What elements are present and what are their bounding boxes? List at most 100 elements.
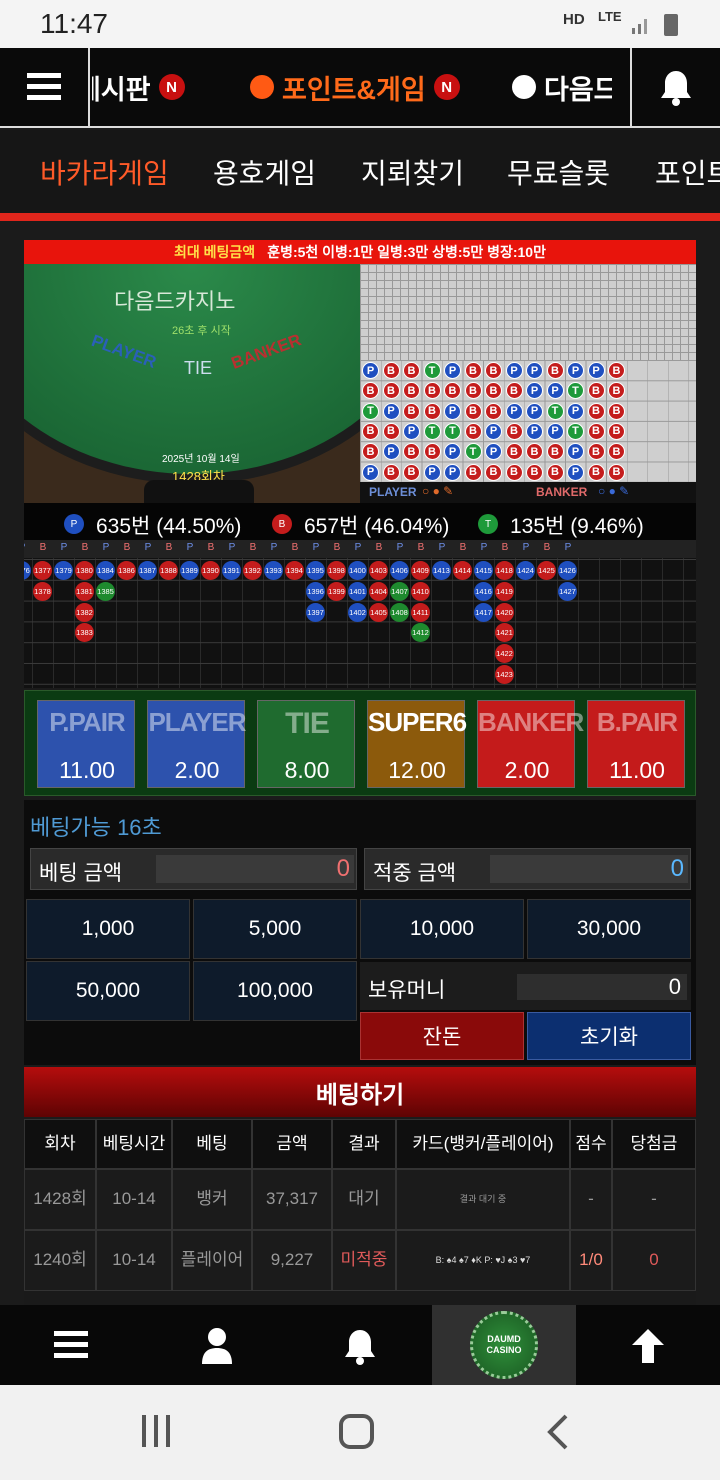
recents-button[interactable]: [138, 1413, 174, 1449]
bead: P: [382, 443, 400, 461]
time: 11:47: [40, 8, 108, 39]
nav-label: 게시판: [92, 74, 151, 105]
brand: 다음드카지노: [114, 289, 236, 314]
chip-button[interactable]: 5,000: [193, 899, 357, 959]
nav-item[interactable]: 다음드: [512, 48, 612, 126]
bead: B: [608, 463, 625, 481]
bet-button[interactable]: P.PAIR 11.00: [37, 700, 135, 788]
bet-button[interactable]: B.PAIR 11.00: [587, 700, 685, 788]
bet-name: B.PAIR: [596, 707, 678, 737]
bead: B: [485, 382, 502, 400]
bead: B: [485, 402, 502, 420]
nav-dot: [512, 75, 536, 99]
bead: P: [526, 382, 543, 400]
win-amount-value: 0: [490, 855, 688, 883]
bead: T: [464, 443, 482, 461]
tab[interactable]: 포인트: [655, 158, 720, 189]
nav-items: 게시판 N 포인트&게임 N 다음드: [92, 48, 612, 126]
round-marker: 1427: [558, 581, 577, 601]
chip-grid: 1,000 5,000 10,000 30,000 50,000 100,000: [24, 898, 696, 1022]
stat-text: 135번 (9.46%): [510, 515, 644, 538]
bet-button[interactable]: PLAYER 2.00: [147, 700, 247, 788]
tab[interactable]: 바카라게임: [40, 158, 169, 189]
scroll-top-icon[interactable]: [630, 1327, 666, 1365]
bead: B: [382, 362, 400, 379]
chip-button[interactable]: 1,000: [26, 899, 190, 959]
chip-button[interactable]: 30,000: [527, 899, 691, 959]
table-cell: 뱅커: [172, 1169, 252, 1230]
round-marker: 1419: [495, 581, 514, 601]
notice-icon[interactable]: [342, 1327, 378, 1365]
round-marker: 1390: [201, 561, 220, 580]
table-header: 베팅: [172, 1119, 252, 1169]
win-amount-box: 적중 금액 0: [364, 848, 691, 890]
bet-board: P.PAIR 11.00 PLAYER 2.00 TIE 8.00 SUPER6 12.00 B…: [24, 690, 696, 796]
logo-tile[interactable]: DAUMD CASINO: [432, 1305, 576, 1385]
tie-zone: TIE: [184, 358, 213, 378]
round-marker: 1417: [474, 602, 493, 622]
stats-row: P 635번 (44.50%) B 657번 (46.04%) T 135번 (9.46%…: [24, 503, 696, 540]
table-cell: 결과 대기 중: [396, 1169, 570, 1230]
bead: B: [362, 382, 379, 400]
round-marker: 1389: [180, 561, 199, 580]
tab-underline: [0, 213, 720, 221]
bead: B: [608, 382, 625, 400]
bet-button[interactable]: BANKER 2.00: [477, 700, 584, 788]
bell-button[interactable]: [630, 48, 720, 126]
back-button[interactable]: [544, 1413, 574, 1451]
chip-button[interactable]: 50,000: [26, 961, 190, 1021]
chip-button[interactable]: 10,000: [360, 899, 524, 959]
bead: P: [362, 463, 379, 481]
card-box: [144, 480, 254, 503]
betting-panel: 베팅가능 16초 베팅 금액 0 적중 금액 0 1,000 5,000 10,00…: [24, 800, 696, 1065]
round-marker: 1416: [474, 581, 493, 601]
table-cell: 대기: [332, 1169, 396, 1230]
limit-text: 훈병:5천 이병:1만 일병:3만 상병:5만 병장:10만: [267, 244, 546, 260]
round-marker: 1382: [75, 602, 94, 622]
road-legend: PLAYER ○ ● ✎ BANKER ○ ● ✎: [360, 482, 696, 503]
menu-button[interactable]: [0, 48, 90, 126]
chip-button[interactable]: 100,000: [193, 961, 357, 1021]
round-marker: 1421: [495, 623, 514, 643]
road-header-letter: P: [102, 542, 110, 553]
bead: P: [546, 422, 564, 440]
bet-odds: 2.00: [504, 757, 550, 783]
nav-item[interactable]: 게시판 N: [92, 48, 185, 126]
round-marker: 1385: [96, 581, 115, 601]
table-header: 카드(뱅커/플레이어): [396, 1119, 570, 1169]
bead: B: [362, 443, 379, 461]
road-header-letter: P: [144, 542, 152, 553]
bead: P: [362, 362, 379, 379]
history-table: 회차 베팅시간 베팅 금액 결과 카드(뱅커/플레이어) 점수 당첨금 1428회 10-14 뱅커…: [24, 1119, 696, 1305]
bead: B: [423, 443, 441, 461]
nav-item[interactable]: 포인트&게임 N: [250, 48, 460, 126]
round-marker: 1394: [285, 561, 304, 580]
road-header-letter: P: [228, 542, 236, 553]
road-header-letter: P: [354, 542, 362, 553]
round-marker: 1395: [306, 561, 325, 580]
change-button[interactable]: 잔돈: [360, 1012, 524, 1060]
table-date: 2025년 10월 14일: [162, 454, 240, 465]
menu-icon[interactable]: [54, 1329, 90, 1361]
reset-button[interactable]: 초기화: [527, 1012, 691, 1060]
submit-bet-button[interactable]: 베팅하기: [24, 1067, 696, 1117]
round-marker: 1414: [453, 561, 472, 580]
round-marker: 1398: [327, 561, 346, 580]
limit-banner: 최대 베팅금액 훈병:5천 이병:1만 일병:3만 상병:5만 병장:10만: [24, 240, 696, 264]
nav-badge: N: [433, 74, 460, 100]
bet-button[interactable]: SUPER6 12.00: [367, 700, 467, 788]
stat-text: 657번 (46.04%): [304, 515, 450, 538]
road-header-letter: B: [165, 542, 173, 553]
home-button[interactable]: [338, 1413, 376, 1451]
round-marker: 1412: [411, 623, 430, 643]
bead: B: [608, 422, 625, 440]
road-header-letter: B: [123, 542, 131, 553]
profile-icon[interactable]: [200, 1327, 234, 1365]
tab[interactable]: 무료슬롯: [507, 158, 611, 189]
tab[interactable]: 지뢰찾기: [361, 158, 465, 189]
bet-button[interactable]: TIE 8.00: [257, 700, 355, 788]
tab[interactable]: 용호게임: [213, 158, 317, 189]
round-marker: 1425: [537, 561, 556, 580]
table-cell: 10-14: [96, 1169, 172, 1230]
road-header-letter: P: [438, 542, 446, 553]
